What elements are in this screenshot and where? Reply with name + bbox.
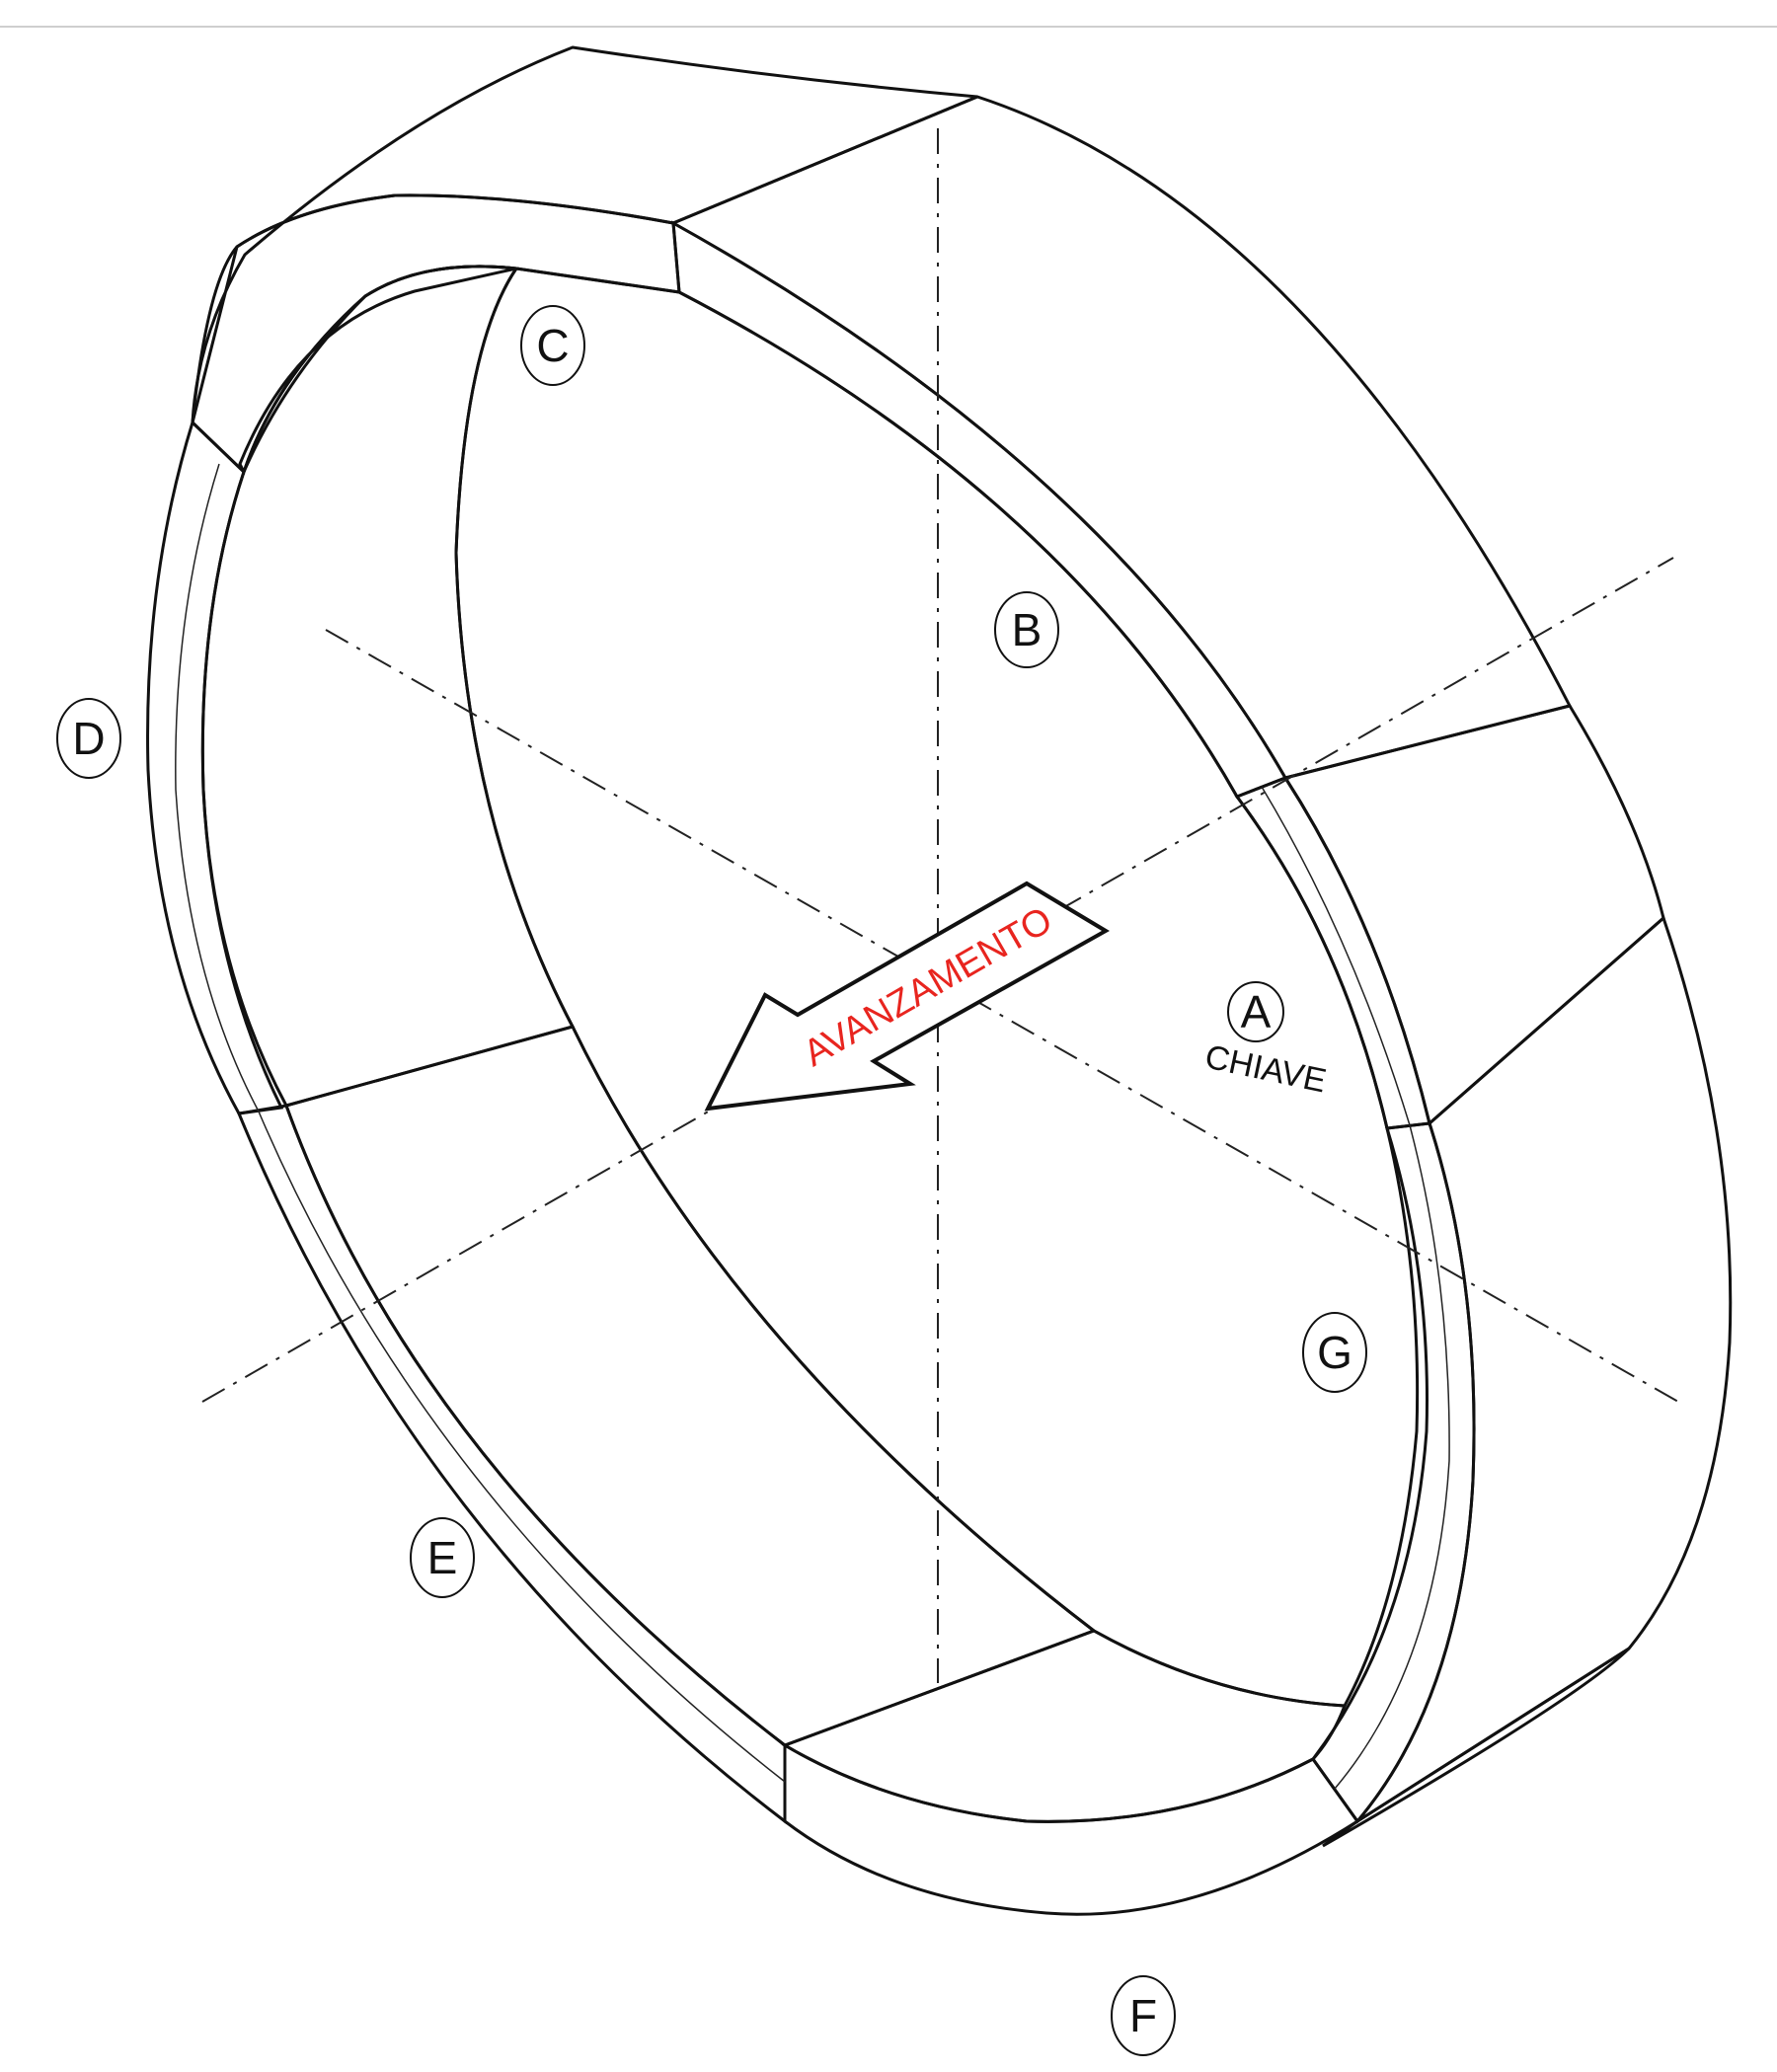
segment-b	[669, 95, 1573, 799]
segment-d-inner-face	[200, 265, 576, 1108]
inner-edge-line-right	[1261, 786, 1450, 1790]
segment-g-inner-face	[1311, 1121, 1476, 1824]
radial-axis-line	[325, 629, 1679, 1403]
segment-b-inner-face	[671, 220, 1288, 799]
segment-g-top-face	[1355, 915, 1733, 1823]
label-f-circle	[1111, 1975, 1176, 2056]
label-e-text: E	[427, 1532, 458, 1583]
segment-d	[146, 265, 576, 1115]
label-d-circle	[56, 698, 121, 779]
label-e-circle	[410, 1517, 475, 1598]
label-e: E	[410, 1517, 475, 1598]
inner-edge-line-bottom	[258, 1111, 786, 1783]
segment-f-inner-face	[781, 1629, 1348, 1823]
segment-f-outer-face	[783, 1742, 1360, 1916]
label-g-text: G	[1317, 1327, 1352, 1378]
segment-c-top-face	[191, 45, 978, 423]
inner-edge-line-left	[175, 463, 260, 1113]
label-b-text: B	[1012, 604, 1043, 655]
segment-b-top-face	[669, 95, 1573, 780]
label-d-text: D	[72, 713, 105, 764]
label-a-circle	[1227, 981, 1284, 1042]
label-c-circle	[520, 305, 585, 386]
arrow-outline	[704, 881, 1110, 1112]
label-a: A CHIAVE	[1201, 981, 1330, 1101]
segment-c	[191, 45, 978, 476]
segment-d-outer-face	[146, 420, 284, 1115]
label-b: B	[994, 591, 1059, 668]
label-b-circle	[994, 591, 1059, 668]
segment-g-underside	[1322, 1647, 1631, 1848]
segment-g	[1311, 915, 1733, 1848]
label-f-text: F	[1129, 1990, 1157, 2041]
inner-opening-edge	[454, 267, 1420, 1708]
segment-f	[781, 1629, 1360, 1916]
label-c: C	[520, 305, 585, 386]
segment-e-inner-face	[284, 1025, 1098, 1747]
arrow-label: AVANZAMENTO	[797, 899, 1059, 1075]
segment-a-top-face	[1282, 704, 1665, 1126]
label-f: F	[1111, 1975, 1176, 2056]
label-g-circle	[1302, 1312, 1367, 1393]
segment-e	[236, 1025, 1098, 1825]
segment-c-inner-purple	[238, 265, 517, 476]
label-c-text: C	[536, 320, 569, 371]
label-a-key-text: CHIAVE	[1201, 1038, 1329, 1101]
label-g: G	[1302, 1312, 1367, 1393]
label-d: D	[56, 698, 121, 779]
label-a-text: A	[1241, 986, 1272, 1037]
advance-direction-arrow: AVANZAMENTO	[704, 881, 1110, 1112]
